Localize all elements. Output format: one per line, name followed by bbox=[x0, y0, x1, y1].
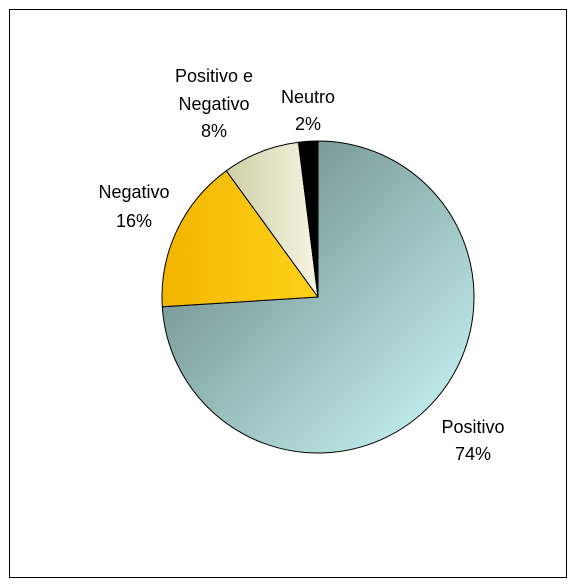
slice-label-neutro: Neutro bbox=[281, 87, 335, 107]
slice-value-positivo-e-negativo: 8% bbox=[201, 121, 227, 141]
slice-label-negativo: Negativo bbox=[98, 182, 169, 202]
slice-value-neutro: 2% bbox=[295, 114, 321, 134]
pie-slice-negativo bbox=[161, 170, 319, 308]
slice-label-positivo: Positivo bbox=[441, 417, 504, 437]
slice-label-positivo-e-negativo-line1: Positivo e bbox=[175, 66, 253, 86]
pie-slice-neutro bbox=[297, 140, 319, 298]
slice-label-positivo-e-negativo-line2: Negativo bbox=[178, 94, 249, 114]
slice-value-positivo: 74% bbox=[455, 444, 491, 464]
slice-value-negativo: 16% bbox=[116, 211, 152, 231]
